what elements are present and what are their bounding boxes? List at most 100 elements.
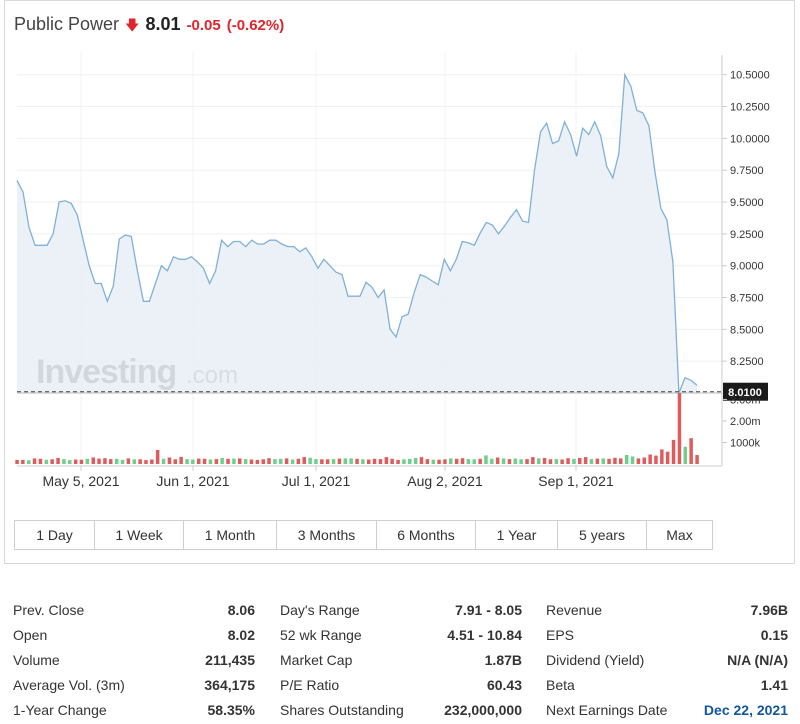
stat-row: 52 wk Range 4.51 - 10.84 [280,623,522,648]
volume-bar [68,460,72,464]
quote-header: Public Power 🡇 8.01 -0.05 (-0.62%) [14,14,284,40]
volume-bar [238,458,242,464]
stat-label: Beta [546,677,575,693]
volume-bar [361,459,365,464]
volume-bar [484,455,488,464]
stat-label: Next Earnings Date [546,702,668,718]
stat-row: Open 8.02 [13,623,255,648]
stat-row: Average Vol. (3m) 364,175 [13,673,255,698]
stat-value: 211,435 [205,652,255,668]
volume-bar [284,458,289,464]
stats-column-2: Day's Range 7.91 - 8.05 52 wk Range 4.51 - … [280,598,522,723]
volume-bar [660,449,664,464]
volume-bar [261,459,265,464]
volume-bar [279,458,283,464]
range-tab-1-month[interactable]: 1 Month [184,521,277,549]
volume-bar [38,458,43,464]
volume-tick-label: 3.00m [730,394,761,406]
y-tick-label: 9.2500 [730,229,764,241]
volume-bar [595,458,600,464]
volume-bar [648,454,652,464]
arrow-down-icon: 🡇 [125,17,140,33]
stat-value[interactable]: Dec 22, 2021 [703,702,788,718]
volume-bar [296,458,301,464]
volume-bar [460,458,465,464]
volume-bar [349,458,353,464]
y-tick-label: 9.7500 [730,165,764,177]
volume-bar [73,459,78,464]
volume-bar [613,457,617,464]
volume-bar [572,458,576,464]
volume-bar [589,459,594,464]
volume-bar [472,459,476,464]
volume-bar [619,458,623,464]
volume-bar [367,459,371,464]
stat-row: Dividend (Yield) N/A (N/A) [546,648,788,673]
volume-bar [531,457,535,464]
volume-bar [15,459,19,464]
stat-row: Revenue 7.96B [546,598,788,623]
volume-bar [97,458,101,464]
volume-bar [454,458,459,464]
volume-bar [208,459,213,464]
x-tick-label: Jun 1, 2021 [156,473,229,489]
volume-bar [665,451,670,464]
volume-bar [302,457,306,464]
range-tab-1-year[interactable]: 1 Year [476,521,558,549]
range-tab-6-months[interactable]: 6 Months [377,521,476,549]
volume-tick-label: 1000k [730,437,760,449]
stat-row: Shares Outstanding 232,000,000 [280,698,522,723]
volume-bar [513,458,517,464]
volume-bar [331,459,336,464]
y-tick-label: 10.0000 [730,133,770,145]
range-tab-1-week[interactable]: 1 Week [95,521,184,549]
volume-bar [449,458,453,464]
x-tick-label: Jul 1, 2021 [282,473,351,489]
stat-label: 1-Year Change [13,702,107,718]
volume-bar [654,455,658,464]
volume-bar [255,459,260,464]
volume-bar [466,459,471,464]
volume-bar [150,459,154,464]
stat-row: Market Cap 1.87B [280,648,522,673]
volume-bar [554,459,559,464]
volume-bar [232,458,236,464]
volume-bar [50,459,54,464]
volume-bar [390,458,394,464]
volume-bar [91,457,95,464]
volume-bar [109,459,113,464]
volume-bar [325,459,330,464]
volume-bar [44,459,49,464]
volume-bar [630,456,635,464]
price-chart[interactable]: Investing.com8.010010.500010.250010.0000… [0,0,800,520]
stat-row: Volume 211,435 [13,648,255,673]
volume-bar [560,459,564,464]
volume-bar [267,458,271,464]
volume-bar [214,459,219,464]
volume-bar [290,459,295,464]
stat-label: P/E Ratio [280,677,340,693]
volume-bar [62,459,66,464]
volume-bar [683,446,687,464]
range-tab-5-years[interactable]: 5 years [558,521,647,549]
instrument-name: Public Power [14,14,120,34]
range-tabs: 1 Day 1 Week 1 Month 3 Months 6 Months 1 Year… [14,520,713,550]
range-tab-max[interactable]: Max [666,527,693,543]
last-price-label: 8.0100 [728,387,762,399]
volume-bar [413,458,418,464]
stat-value: 58.35% [207,702,255,718]
volume-bar [337,458,342,464]
volume-bar [495,457,500,464]
volume-bar [197,458,201,464]
volume-bar [601,458,605,464]
volume-bar [167,457,172,464]
stat-label: Day's Range [280,602,360,618]
range-tab-1-day[interactable]: 1 Day [15,521,95,549]
last-price: 8.01 [145,14,181,34]
range-tab-3-months[interactable]: 3 Months [277,521,377,549]
stat-value: 8.02 [227,627,255,643]
stat-label: Average Vol. (3m) [13,677,125,693]
volume-bar [85,458,90,464]
volume-bar [671,439,676,464]
price-area [17,74,697,393]
